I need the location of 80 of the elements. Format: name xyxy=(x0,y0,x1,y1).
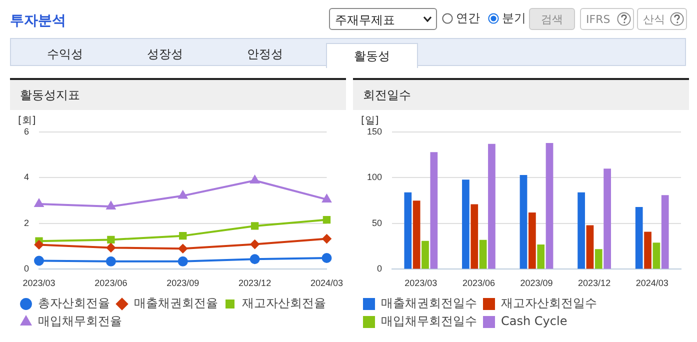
point xyxy=(250,222,259,230)
x-tick-label: 2023/06 xyxy=(462,278,495,288)
point xyxy=(106,202,116,210)
bar xyxy=(430,152,438,269)
bar xyxy=(520,174,528,269)
y-tick-label: 50 xyxy=(372,218,382,228)
chart-title: 회전일수 xyxy=(353,80,689,110)
bar xyxy=(635,207,643,269)
text: 안정성 xyxy=(246,46,284,63)
y-axis-title: [회] xyxy=(18,116,36,127)
text: 투자분석 xyxy=(10,12,66,30)
point xyxy=(106,243,116,252)
point xyxy=(322,216,331,224)
point xyxy=(250,240,260,249)
bar xyxy=(462,180,470,269)
bar xyxy=(404,192,412,269)
y-tick-label: 100 xyxy=(366,172,382,182)
text: 주재무제표 xyxy=(329,8,437,30)
x-tick-label: 2023/09 xyxy=(520,278,553,288)
point xyxy=(179,232,187,240)
bar xyxy=(422,240,429,269)
bar xyxy=(470,204,478,269)
bar xyxy=(578,192,585,269)
point xyxy=(250,254,260,264)
x-tick-label: 2023/09 xyxy=(166,278,200,288)
point xyxy=(34,240,44,250)
point xyxy=(178,256,188,266)
y-tick-label: 2 xyxy=(24,218,30,228)
bar xyxy=(412,200,420,269)
y-tick-label: 0 xyxy=(377,264,382,274)
y-tick-label: 4 xyxy=(24,172,30,182)
text: 활동성 xyxy=(326,43,418,68)
text: 수익성 xyxy=(46,46,84,63)
bar xyxy=(652,242,660,269)
bar xyxy=(586,225,594,269)
point xyxy=(250,175,260,184)
text: 산식 xyxy=(637,8,687,30)
bar xyxy=(644,232,652,269)
legend-label: 총자산회전율 xyxy=(38,296,110,310)
bar xyxy=(537,244,545,269)
point xyxy=(34,256,44,266)
text: 연간 xyxy=(456,10,480,27)
y-axis-title: [일] xyxy=(361,116,379,127)
chart-title: 활동성지표 xyxy=(10,80,346,110)
x-tick-label: 2024/03 xyxy=(310,278,344,288)
legend-label: 매출채권회전일수 xyxy=(381,296,477,310)
y-tick-label: 0 xyxy=(24,264,30,274)
bar xyxy=(546,142,554,269)
bar xyxy=(488,144,496,269)
point xyxy=(178,244,188,254)
x-tick-label: 2023/12 xyxy=(578,278,611,288)
text: 성장성 xyxy=(146,46,184,63)
point xyxy=(34,199,44,208)
bar xyxy=(661,195,669,269)
text: 검색 xyxy=(529,8,575,30)
legend-label: Cash Cycle xyxy=(501,314,568,328)
point xyxy=(322,252,332,263)
text: 분기 xyxy=(502,10,526,27)
bar xyxy=(594,249,602,269)
point xyxy=(322,194,332,202)
bar xyxy=(479,240,487,269)
point xyxy=(322,234,332,244)
text: IFRS xyxy=(580,8,634,30)
y-tick-label: 6 xyxy=(24,126,30,136)
x-tick-label: 2023/03 xyxy=(22,278,56,288)
point xyxy=(178,190,188,199)
legend-label: 매입채무회전율 xyxy=(38,314,122,328)
x-tick-label: 2023/12 xyxy=(238,278,272,288)
point xyxy=(106,256,116,266)
bar xyxy=(528,212,536,269)
x-tick-label: 2023/03 xyxy=(404,278,438,288)
legend-label: 재고자산회전일수 xyxy=(501,296,597,310)
legend-label: 매출채권회전율 xyxy=(134,296,218,310)
y-tick-label: 150 xyxy=(366,126,382,136)
point xyxy=(107,236,115,244)
x-tick-label: 2023/06 xyxy=(94,278,128,288)
bar xyxy=(604,168,611,269)
legend-label: 재고자산회전율 xyxy=(242,296,326,310)
x-tick-label: 2024/03 xyxy=(636,278,668,288)
legend-label: 매입채무회전일수 xyxy=(381,314,477,328)
